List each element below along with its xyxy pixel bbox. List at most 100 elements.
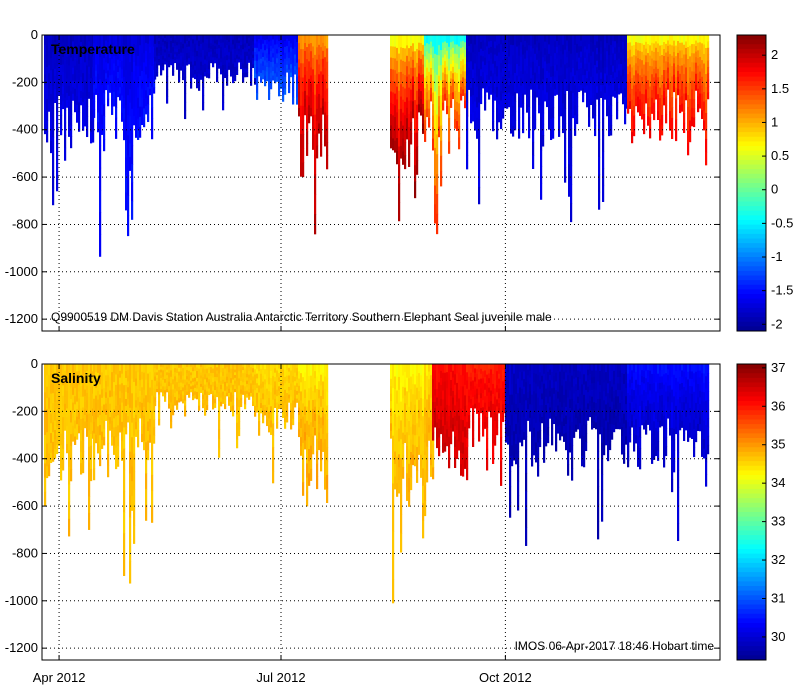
profile-cell [123,554,126,577]
profile-cell [178,371,181,376]
profile-cell [600,60,603,67]
profile-cell [639,51,642,60]
profile-cell [198,57,201,64]
profile-cell [288,364,291,369]
profile-cell [645,82,648,90]
profile-cell [54,429,57,440]
profile-cell [147,52,150,62]
profile-cell [101,94,104,106]
profile-cell [318,441,321,451]
profile-cell [164,378,167,384]
profile-cell [56,159,59,176]
profile-cell [56,426,59,437]
profile-cell [121,112,124,122]
profile-cell [520,71,523,79]
profile-cell [236,54,239,60]
profile-cell [196,35,199,41]
profile-cell [170,40,173,45]
profile-cell [50,373,53,385]
profile-cell [669,73,672,84]
profile-cell [422,64,425,75]
profile-cell [546,56,549,65]
profile-cell [420,420,423,433]
profile-cell [222,379,225,385]
profile-cell [86,126,89,138]
profile-cell [234,380,237,384]
profile-cell [54,55,57,63]
profile-cell [78,63,81,74]
profile-cell [206,405,209,411]
profile-cell [322,42,325,52]
profile-cell [115,45,118,57]
profile-cell [641,35,644,44]
profile-cell [170,364,173,371]
profile-cell [174,51,177,55]
profile-cell [46,131,49,143]
profile-cell [88,512,91,530]
profile-cell [254,374,257,381]
profile-cell [266,382,269,390]
profile-cell [406,473,409,488]
profile-cell [444,35,447,42]
profile-cell [548,35,551,45]
profile-cell [50,70,53,83]
profile-cell [133,381,136,401]
profile-cell [396,86,399,100]
profile-cell [72,48,75,56]
profile-cell [76,364,79,372]
profile-cell [274,403,277,408]
profile-cell [238,428,241,437]
profile-cell [408,140,411,154]
profile-cell [158,35,161,39]
profile-cell [117,364,120,375]
profile-cell [234,366,237,370]
profile-cell [631,67,634,79]
profile-cell [156,63,159,69]
profile-cell [254,35,257,40]
profile-cell [292,394,295,401]
profile-cell [414,404,417,416]
profile-cell [675,77,678,89]
profile-cell [452,66,455,74]
profile-cell [667,67,670,74]
profile-cell [141,418,144,427]
profile-cell [182,395,185,400]
profile-cell [448,395,451,406]
profile-cell [562,113,565,124]
profile-cell [154,61,157,67]
profile-cell [147,60,150,71]
profile-cell [326,433,329,448]
profile-cell [693,117,696,128]
profile-cell [196,56,199,62]
profile-cell [677,64,680,72]
profile-cell [564,49,567,65]
profile-cell [222,94,225,103]
profile-cell [200,35,203,40]
profile-cell [224,60,227,66]
profile-cell [180,52,183,57]
profile-cell [524,64,527,71]
profile-cell [406,45,409,57]
profile-cell [390,401,393,409]
profile-cell [586,85,589,93]
profile-cell [426,399,429,412]
profile-cell [170,370,173,378]
profile-cell [394,93,397,106]
profile-cell [162,59,165,64]
profile-cell [683,54,686,65]
profile-cell [50,93,53,107]
profile-cell [268,73,271,81]
profile-cell [506,64,509,73]
profile-cell [127,75,130,96]
profile-cell [482,35,485,41]
profile-cell [292,364,295,371]
profile-cell [127,410,130,417]
profile-cell [68,518,71,537]
profile-cell [178,379,181,384]
profile-cell [280,395,283,401]
profile-cell [166,380,169,384]
profile-cell [302,91,305,107]
colorbar-band [737,104,766,110]
profile-cell [232,374,235,380]
profile-cell [390,136,393,149]
